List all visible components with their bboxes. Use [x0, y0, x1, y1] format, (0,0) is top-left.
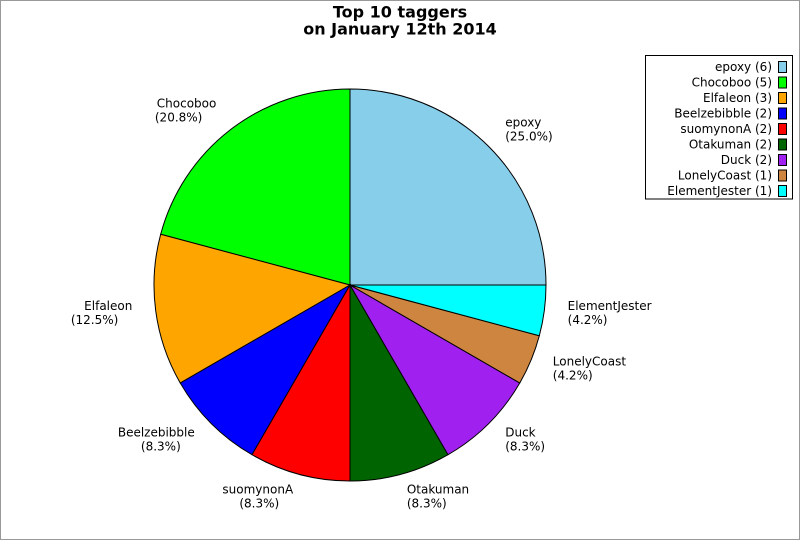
- legend-name: Duck: [721, 153, 751, 167]
- legend-swatch: [778, 185, 787, 197]
- slice-percent: (8.3%): [407, 497, 447, 511]
- legend-swatch: [778, 61, 787, 73]
- slice-label: Elfaleon: [84, 299, 132, 313]
- legend-count: (1): [755, 168, 772, 182]
- pie-slice: [349, 284, 547, 337]
- pie-slice: [153, 233, 352, 384]
- slice-percent: (20.8%): [155, 110, 202, 124]
- legend-count: (6): [755, 60, 772, 74]
- legend-count: (2): [755, 106, 772, 120]
- pie-slice: [179, 283, 352, 456]
- legend-label: Elfaleon (3): [703, 91, 772, 105]
- chart-title: on January 12th 2014: [303, 20, 497, 39]
- slice-label: Otakuman: [407, 483, 469, 497]
- slice-percent: (8.3%): [141, 440, 181, 454]
- legend-name: LonelyCoast: [678, 168, 752, 182]
- legend-label: Beelzebibble (2): [674, 106, 772, 120]
- pie-slice: [349, 88, 547, 286]
- legend-count: (5): [755, 75, 772, 89]
- slice-label: Chocoboo: [157, 96, 217, 110]
- legend-swatch: [778, 92, 787, 104]
- legend-count: (2): [755, 153, 772, 167]
- slice-label: LonelyCoast: [553, 355, 627, 369]
- slice-percent: (8.3%): [239, 497, 279, 511]
- legend-swatch: [778, 107, 787, 120]
- slice-label: Duck: [505, 426, 535, 440]
- legend-name: Otakuman: [689, 137, 751, 151]
- legend-swatch: [778, 154, 787, 166]
- slice-percent: (8.3%): [505, 440, 545, 454]
- legend-label: Otakuman (2): [689, 137, 772, 151]
- legend-label: ElementJester (1): [667, 184, 772, 198]
- legend-label: Chocoboo (5): [692, 75, 772, 89]
- legend-count: (2): [755, 122, 772, 136]
- pie-slice: [348, 283, 521, 456]
- slice-percent: (4.2%): [553, 369, 593, 383]
- legend-label: Duck (2): [721, 153, 772, 167]
- legend-name: epoxy: [715, 60, 751, 74]
- pie-slice: [251, 283, 351, 482]
- slice-percent: (25.0%): [505, 129, 552, 143]
- slice-label: ElementJester: [568, 299, 652, 313]
- legend-name: Chocoboo: [692, 75, 752, 89]
- legend-label: suomynonA (2): [680, 122, 772, 136]
- slice-label: epoxy: [505, 115, 541, 129]
- legend-swatch: [778, 76, 787, 89]
- legend-name: ElementJester: [667, 184, 751, 198]
- legend-label: epoxy (6): [715, 60, 772, 74]
- legend-count: (2): [755, 137, 772, 151]
- legend-swatch: [778, 169, 787, 182]
- slice-percent: (4.2%): [568, 313, 608, 327]
- pie-slice: [160, 88, 351, 286]
- pie-slice: [349, 283, 449, 482]
- legend-name: Beelzebibble: [674, 106, 751, 120]
- slice-label: Beelzebibble: [118, 426, 195, 440]
- chart-title: Top 10 taggers: [333, 3, 467, 22]
- legend-label: LonelyCoast (1): [678, 168, 772, 182]
- legend-swatch: [778, 123, 787, 135]
- legend-count: (3): [755, 91, 772, 105]
- legend-box: [645, 55, 793, 200]
- slice-label: suomynonA: [222, 483, 294, 497]
- legend-swatch: [778, 138, 787, 151]
- legend-name: Elfaleon: [703, 91, 751, 105]
- slice-percent: (12.5%): [71, 313, 118, 327]
- legend-name: suomynonA: [680, 122, 752, 136]
- legend-count: (1): [755, 184, 772, 198]
